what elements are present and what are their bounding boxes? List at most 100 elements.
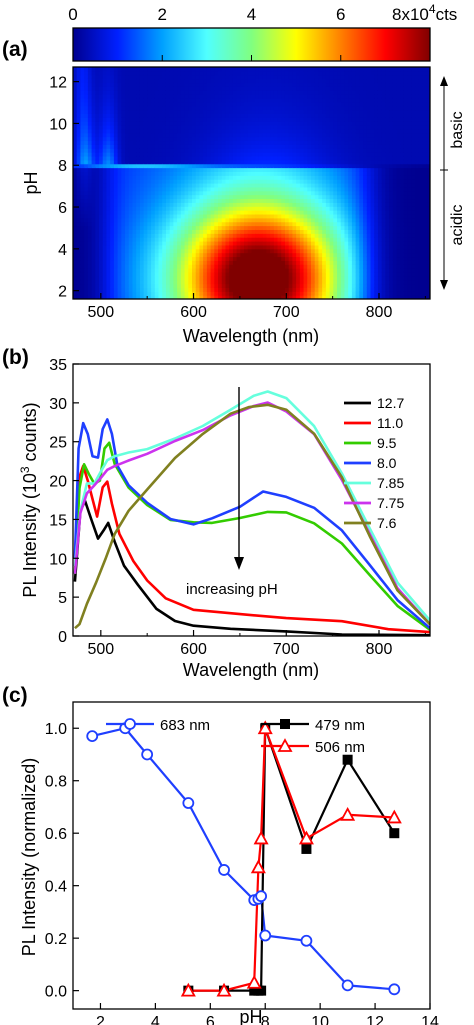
heatmap-cell: [143, 179, 148, 184]
heatmap-cell: [121, 94, 126, 99]
heatmap-cell: [95, 67, 100, 72]
heatmap-cell: [169, 94, 175, 99]
heatmap-cell: [125, 74, 130, 80]
heatmap-cell: [240, 206, 245, 211]
heatmap-cell: [162, 144, 167, 149]
heatmap-cell: [348, 194, 353, 200]
heatmap-cell: [143, 136, 148, 142]
heatmap-cell: [244, 225, 249, 230]
heatmap-cell: [91, 159, 96, 165]
heatmap-cell: [192, 82, 197, 87]
heatmap-cell: [251, 86, 256, 91]
heatmap-cell: [110, 82, 115, 87]
heatmap-cell: [106, 237, 111, 242]
heatmap-cell: [270, 78, 275, 84]
heatmap-cell: [366, 198, 372, 203]
heatmap-cell: [188, 183, 193, 188]
heatmap-cell: [169, 190, 175, 196]
heatmap-cell: [236, 190, 241, 196]
heatmap-cell: [251, 244, 256, 250]
heatmap-cell: [169, 171, 175, 176]
heatmap-cell: [125, 217, 130, 223]
heatmap-cell: [337, 175, 342, 180]
heatmap-cell: [351, 183, 357, 188]
heatmap-cell: [203, 248, 208, 254]
heatmap-cell: [377, 241, 383, 246]
heatmap-cell: [91, 152, 96, 157]
heatmap-cell: [165, 202, 171, 207]
heatmap-cell: [218, 291, 223, 296]
heatmap-cell: [377, 279, 383, 285]
heatmap-cell: [173, 113, 178, 118]
heatmap-cell: [106, 213, 111, 219]
heatmap-cell: [162, 109, 167, 114]
heatmap-cell: [87, 217, 93, 223]
heatmap-cell: [348, 74, 353, 80]
heatmap-cell: [214, 70, 219, 76]
heatmap-cell: [236, 179, 241, 184]
heatmap-cell: [136, 256, 141, 261]
heatmap-cell: [236, 198, 241, 203]
heatmap-cell: [232, 256, 238, 261]
heatmap-cell: [270, 128, 275, 134]
heatmap-cell: [91, 186, 96, 192]
heatmap-cell: [110, 295, 115, 299]
heatmap-cell: [374, 74, 379, 80]
heatmap-cell: [188, 144, 193, 149]
heatmap-cell: [262, 140, 267, 145]
heatmap-cell: [377, 271, 383, 277]
heatmap-cell: [236, 109, 241, 114]
heatmap-cell: [262, 229, 267, 234]
colorbar-max-label: 8x104cts: [392, 2, 457, 24]
heatmap-cell: [370, 213, 375, 219]
heatmap-cell: [203, 101, 208, 107]
heatmap-cell: [87, 268, 93, 273]
heatmap-cell: [188, 264, 193, 269]
heatmap-cell: [359, 175, 364, 180]
heatmap-cell: [262, 268, 267, 273]
heatmap-cell: [162, 229, 167, 234]
heatmap-cell: [80, 125, 85, 130]
heatmap-cell: [374, 202, 379, 207]
heatmap-cell: [229, 163, 234, 169]
heatmap-cell: [162, 237, 167, 242]
heatmap-cell: [106, 186, 111, 192]
heatmap-cell: [314, 221, 320, 227]
heatmap-cell: [143, 252, 148, 258]
heatmap-cell: [325, 101, 331, 107]
heatmap-cell: [121, 148, 126, 153]
heatmap-cell: [303, 252, 308, 258]
heatmap-cell: [125, 78, 130, 84]
heatmap-cell: [206, 101, 212, 107]
heatmap-cell: [203, 163, 208, 169]
heatmap-cell: [288, 82, 294, 87]
heatmap-cell: [147, 233, 152, 238]
heatmap-cell: [355, 252, 360, 258]
heatmap-cell: [244, 233, 249, 238]
heatmap-cell: [221, 140, 227, 145]
heatmap-cell: [344, 163, 349, 169]
heatmap-cell: [151, 194, 156, 200]
heatmap-cell: [277, 190, 282, 196]
heatmap-cell: [121, 155, 126, 161]
heatmap-cell: [87, 101, 93, 107]
heatmap-cell: [154, 179, 160, 184]
heatmap-cell: [370, 113, 375, 118]
heatmap-cell: [262, 163, 267, 169]
heatmap-cell: [154, 271, 160, 277]
heatmap-cell: [244, 125, 249, 130]
heatmap-cell: [333, 183, 338, 188]
heatmap-cell: [277, 94, 282, 99]
heatmap-cell: [117, 241, 122, 246]
heatmap-cell: [296, 206, 301, 211]
heatmap-cell: [195, 90, 201, 95]
heatmap-cell: [281, 101, 286, 107]
heatmap-cell: [262, 248, 267, 254]
heatmap-cell: [95, 186, 100, 192]
heatmap-cell: [180, 101, 186, 107]
heatmap-cell: [218, 159, 223, 165]
heatmap-cell: [80, 237, 85, 242]
heatmap-cell: [351, 67, 357, 72]
heatmap-cell: [173, 101, 178, 107]
heatmap-cell: [206, 283, 212, 288]
